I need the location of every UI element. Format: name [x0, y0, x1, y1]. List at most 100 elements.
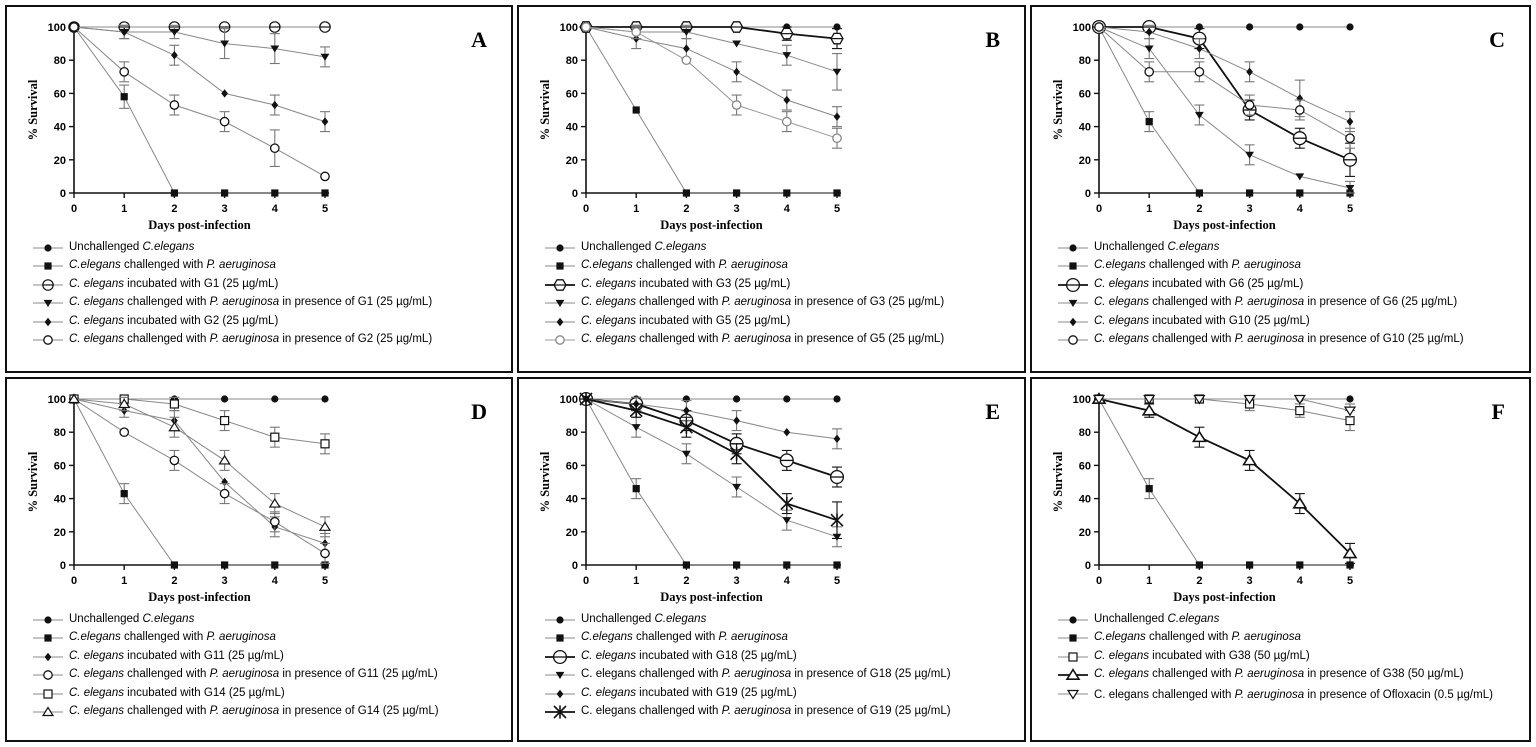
data-point [1143, 394, 1156, 405]
data-point [169, 399, 179, 409]
legend-label: C.elegans challenged with P. aeruginosa [581, 259, 788, 272]
data-point [732, 483, 741, 491]
data-point [683, 44, 690, 53]
legend-marker [555, 672, 565, 680]
data-point [1292, 496, 1308, 509]
data-point [271, 189, 279, 197]
series-5 [69, 394, 330, 455]
x-tick-label: 0 [71, 575, 77, 587]
legend-symbol [545, 705, 575, 719]
data-point [1144, 66, 1155, 77]
legend-marker [1068, 300, 1078, 308]
legend-symbol [545, 634, 575, 642]
data-point [119, 427, 130, 438]
y-tick-label: 60 [1079, 460, 1091, 472]
y-axis-label: % Survival [1051, 79, 1065, 140]
legend-symbol [33, 300, 63, 308]
legend-label: C. elegans challenged with P. aeruginosa… [581, 668, 951, 681]
legend-label: Unchallenged C.elegans [69, 613, 195, 625]
panel-letter: B [985, 27, 1000, 52]
y-tick-label: 40 [1079, 494, 1091, 506]
series-2 [582, 395, 841, 569]
series-line [585, 26, 838, 73]
legend-marker [1069, 317, 1077, 326]
legend-marker [1065, 277, 1081, 292]
series-line [1098, 398, 1351, 555]
legend-symbol [1058, 317, 1088, 326]
legend-label: C. elegans challenged with P. aeruginosa… [581, 704, 951, 717]
data-point [321, 395, 329, 403]
series-2 [1095, 23, 1354, 197]
legend-symbol [33, 244, 63, 252]
y-tick-label: 60 [566, 460, 578, 472]
legend-symbol [33, 652, 63, 661]
data-point [782, 52, 792, 60]
legend-symbol [545, 616, 575, 624]
series-6 [579, 392, 844, 539]
x-tick-label: 1 [121, 203, 127, 215]
data-point [1342, 546, 1358, 559]
legend-marker [43, 335, 53, 345]
chart-plot-e: 0 20 40 60 80 100 0 1 2 3 4 5 Days post-infection % S… [538, 391, 1000, 604]
data-point [270, 45, 280, 53]
legend-label: Unchallenged C.elegans [1094, 613, 1220, 625]
series-6 [581, 22, 842, 149]
data-point [1342, 152, 1358, 167]
legend-label: C. elegans challenged with P. aeruginosa… [69, 704, 439, 717]
series-3 [1091, 19, 1358, 177]
data-point [1145, 485, 1153, 493]
x-axis-label: Days post-infection [148, 590, 250, 604]
data-point [220, 40, 229, 48]
series-1 [582, 395, 841, 403]
legend-label: C. elegans challenged with P. aeruginosa… [1094, 668, 1464, 681]
data-point [681, 55, 692, 66]
legend-marker [1069, 634, 1077, 642]
data-point [581, 22, 591, 32]
data-point [271, 395, 279, 403]
chart-panel-d: 0 20 40 60 80 100 0 1 2 3 4 5 Days post-infection % S… [5, 377, 513, 742]
legend-label: C. elegans incubated with G6 (25 µg/mL) [1094, 277, 1304, 290]
legend-label: C. elegans challenged with P. aeruginosa… [1094, 688, 1493, 701]
data-point [733, 189, 741, 197]
data-point [731, 100, 742, 110]
series-4 [581, 23, 842, 91]
data-point [1293, 394, 1306, 405]
data-point [682, 189, 690, 197]
series-line [585, 26, 837, 194]
data-point [170, 189, 178, 197]
legend-marker [44, 634, 52, 642]
series-line [585, 398, 838, 440]
data-point [1343, 406, 1357, 417]
x-tick-label: 5 [1347, 203, 1353, 215]
x-axis-label: Days post-infection [1173, 218, 1275, 232]
panel-letter: F [1492, 399, 1505, 424]
data-point [221, 395, 229, 403]
series-line [1098, 26, 1351, 139]
legend-symbol [545, 300, 575, 308]
legend-label: C. elegans incubated with G18 (25 µg/mL) [581, 649, 797, 662]
legend-label: C.elegans challenged with P. aeruginosa [581, 631, 788, 644]
series-3 [1094, 394, 1355, 432]
series-4 [581, 395, 842, 548]
y-tick-label: 40 [1079, 122, 1091, 134]
series-4 [1091, 392, 1358, 564]
data-point [733, 395, 741, 403]
x-tick-label: 2 [171, 575, 177, 587]
x-tick-label: 1 [1146, 203, 1152, 215]
legend-label: C. elegans incubated with G10 (25 µg/mL) [1094, 314, 1310, 327]
y-tick-label: 100 [48, 22, 66, 34]
data-point [320, 548, 330, 559]
data-point [1295, 173, 1305, 181]
series-line [73, 398, 326, 554]
y-tick-label: 60 [566, 88, 578, 100]
x-tick-label: 4 [784, 575, 791, 587]
data-point [629, 404, 643, 418]
y-tick-label: 0 [572, 560, 578, 572]
data-point [218, 454, 231, 465]
legend-symbol [545, 649, 575, 664]
data-point [579, 392, 593, 406]
legend-symbol [545, 244, 575, 252]
data-point [682, 450, 691, 458]
data-point [321, 189, 329, 197]
legend-symbol [545, 262, 575, 270]
